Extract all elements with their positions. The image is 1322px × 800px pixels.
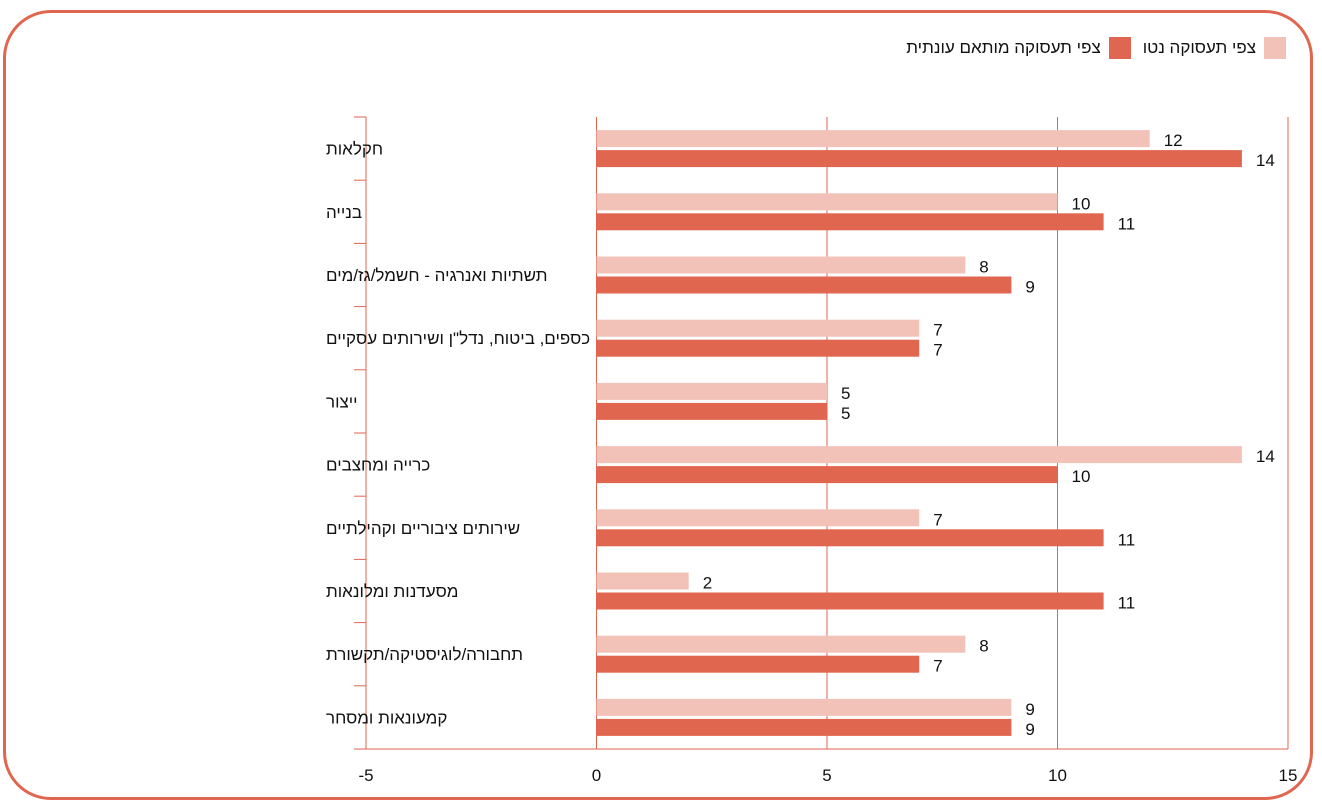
data-label-seasonal: 9 [1025, 278, 1034, 297]
legend-swatch-net [1264, 37, 1286, 59]
bar-net [596, 446, 1242, 464]
bar-net [596, 382, 827, 400]
bar-seasonal [596, 718, 1012, 736]
category-label: בנייה [326, 203, 362, 222]
bar-seasonal [596, 402, 827, 420]
data-label-net: 8 [979, 258, 988, 277]
category-label: מסעדנות ומלונאות [326, 582, 458, 601]
data-label-net: 2 [703, 574, 712, 593]
data-label-net: 9 [1025, 700, 1034, 719]
bar-seasonal [596, 529, 1104, 547]
data-label-net: 7 [933, 510, 942, 529]
bar-net [596, 130, 1150, 148]
data-label-seasonal: 7 [933, 657, 942, 676]
legend: צפי תעסוקה נטו צפי תעסוקה מותאם עונתית [906, 37, 1286, 59]
category-label: חקלאות [326, 140, 383, 159]
category-label: כספים, ביטוח, נדל"ן ושירותים עסקיים [326, 329, 590, 348]
data-label-seasonal: 7 [933, 341, 942, 360]
category-label: קמעונאות ומסחר [326, 708, 447, 727]
bar-seasonal [596, 339, 920, 357]
bar-seasonal [596, 213, 1104, 231]
data-label-seasonal: 9 [1025, 720, 1034, 739]
data-label-seasonal: 14 [1256, 151, 1275, 170]
data-label-net: 12 [1164, 131, 1183, 150]
data-label-net: 10 [1072, 194, 1091, 213]
category-label: שירותים ציבוריים וקהילתיים [326, 519, 520, 538]
legend-label-seasonal: צפי תעסוקה מותאם עונתית [906, 38, 1101, 57]
bar-seasonal [596, 466, 1058, 484]
x-tick-label: 10 [1048, 766, 1067, 785]
legend-item-net: צפי תעסוקה נטו [1143, 37, 1286, 59]
x-tick-label: 15 [1279, 766, 1298, 785]
x-tick-label: 5 [822, 766, 831, 785]
bar-net [596, 509, 920, 527]
x-tick-label: 0 [592, 766, 601, 785]
data-label-net: 7 [933, 321, 942, 340]
data-label-net: 5 [841, 384, 850, 403]
bar-net [596, 572, 689, 590]
bar-seasonal [596, 276, 1012, 294]
bar-seasonal [596, 655, 920, 673]
data-label-seasonal: 11 [1118, 594, 1136, 613]
data-label-net: 14 [1256, 447, 1275, 466]
data-label-seasonal: 5 [841, 404, 850, 423]
bar-net [596, 698, 1012, 716]
category-label: תשתיות ואנרגיה - חשמל/גז/מים [326, 266, 547, 285]
category-label: כרייה ומחצבים [326, 456, 430, 475]
data-label-seasonal: 10 [1072, 467, 1091, 486]
bar-net [596, 256, 966, 274]
bar-net [596, 193, 1058, 211]
data-label-seasonal: 11 [1118, 214, 1136, 233]
data-label-seasonal: 11 [1118, 530, 1136, 549]
data-label-net: 8 [979, 637, 988, 656]
category-label: תחבורה/לוגיסטיקה/תקשורת [326, 645, 523, 664]
legend-label-net: צפי תעסוקה נטו [1142, 38, 1256, 57]
category-label: ייצור [326, 392, 358, 411]
legend-swatch-seasonal [1108, 37, 1131, 59]
bar-net [596, 635, 966, 653]
legend-item-seasonal: צפי תעסוקה מותאם עונתית [906, 37, 1131, 59]
bar-seasonal [596, 150, 1242, 168]
bar-net [596, 319, 920, 337]
bar-seasonal [596, 592, 1104, 610]
x-tick-label: -5 [358, 766, 373, 785]
